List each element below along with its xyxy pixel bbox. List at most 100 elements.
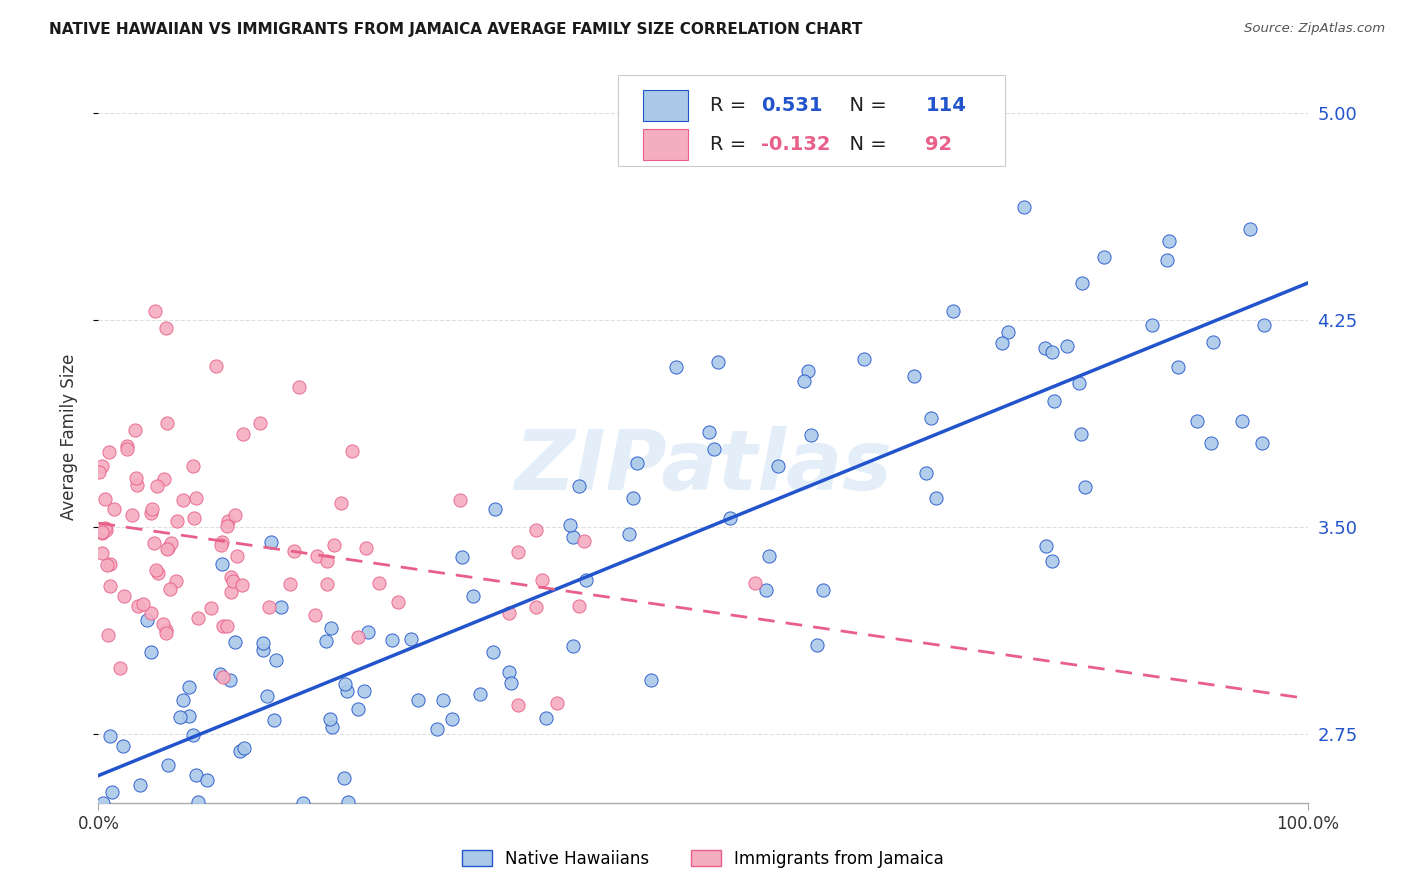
Point [1167, 360, 1189, 375]
Point [98, 579, 121, 593]
Point [181, 458, 204, 473]
Point [125, 471, 148, 485]
Point [146, 479, 169, 493]
Point [337, 795, 360, 809]
Point [1253, 318, 1275, 332]
Point [344, 829, 367, 843]
Point [1042, 554, 1064, 568]
Point [112, 590, 135, 604]
Point [121, 508, 143, 523]
Point [211, 535, 233, 549]
Point [1056, 339, 1078, 353]
Point [1239, 221, 1261, 235]
Point [172, 693, 194, 707]
Point [315, 634, 337, 648]
Point [568, 599, 591, 613]
Point [387, 595, 409, 609]
Point [145, 563, 167, 577]
Text: -0.132: -0.132 [761, 135, 831, 153]
Point [800, 427, 823, 442]
Point [264, 653, 287, 667]
Point [260, 534, 283, 549]
Point [205, 359, 228, 374]
Point [915, 466, 938, 480]
Point [925, 491, 948, 505]
Point [165, 574, 187, 588]
Point [766, 459, 789, 474]
Point [159, 582, 181, 596]
Text: 114: 114 [925, 96, 966, 115]
Point [249, 416, 271, 430]
Point [96, 558, 118, 572]
Text: 92: 92 [925, 135, 953, 153]
Point [252, 636, 274, 650]
Point [224, 635, 246, 649]
Point [450, 493, 472, 508]
Point [127, 854, 149, 868]
Point [156, 541, 179, 556]
Point [226, 549, 249, 563]
Point [621, 491, 644, 505]
Point [560, 518, 582, 533]
Point [498, 665, 520, 680]
Point [942, 304, 965, 318]
Point [167, 805, 190, 819]
Point [94, 491, 117, 506]
Point [366, 805, 388, 820]
Point [218, 673, 240, 688]
Point [330, 496, 353, 510]
Point [323, 538, 346, 552]
Point [141, 502, 163, 516]
Point [991, 335, 1014, 350]
Point [160, 536, 183, 550]
Point [115, 439, 138, 453]
Point [125, 478, 148, 492]
Point [903, 369, 925, 384]
Point [152, 616, 174, 631]
Point [100, 729, 122, 743]
Point [498, 606, 520, 620]
Point [224, 508, 246, 522]
Point [758, 549, 780, 563]
Point [169, 710, 191, 724]
Point [90, 526, 112, 541]
Point [562, 530, 585, 544]
Point [506, 545, 529, 559]
Point [131, 597, 153, 611]
Point [124, 423, 146, 437]
Text: N =: N = [837, 96, 893, 115]
Point [195, 773, 218, 788]
Point [665, 359, 688, 374]
Point [156, 417, 179, 431]
Point [141, 607, 163, 621]
Point [718, 511, 741, 525]
Point [155, 623, 177, 637]
Point [177, 709, 200, 723]
Point [406, 693, 429, 707]
Point [536, 711, 558, 725]
Point [381, 632, 404, 647]
Point [484, 501, 506, 516]
Point [166, 514, 188, 528]
Point [304, 608, 326, 623]
Point [336, 684, 359, 698]
Point [209, 538, 232, 552]
Point [347, 701, 370, 715]
Legend: Native Hawaiians, Immigrants from Jamaica: Native Hawaiians, Immigrants from Jamaic… [456, 844, 950, 875]
Point [852, 352, 875, 367]
Point [187, 795, 209, 809]
Point [321, 720, 343, 734]
Point [100, 557, 122, 571]
Point [233, 741, 256, 756]
Point [155, 625, 177, 640]
Point [97, 628, 120, 642]
Point [530, 574, 553, 588]
Point [111, 739, 134, 753]
Point [813, 582, 835, 597]
Point [1071, 277, 1094, 291]
Point [1140, 318, 1163, 333]
Point [232, 426, 254, 441]
Point [575, 574, 598, 588]
Point [94, 523, 117, 537]
Point [152, 472, 174, 486]
